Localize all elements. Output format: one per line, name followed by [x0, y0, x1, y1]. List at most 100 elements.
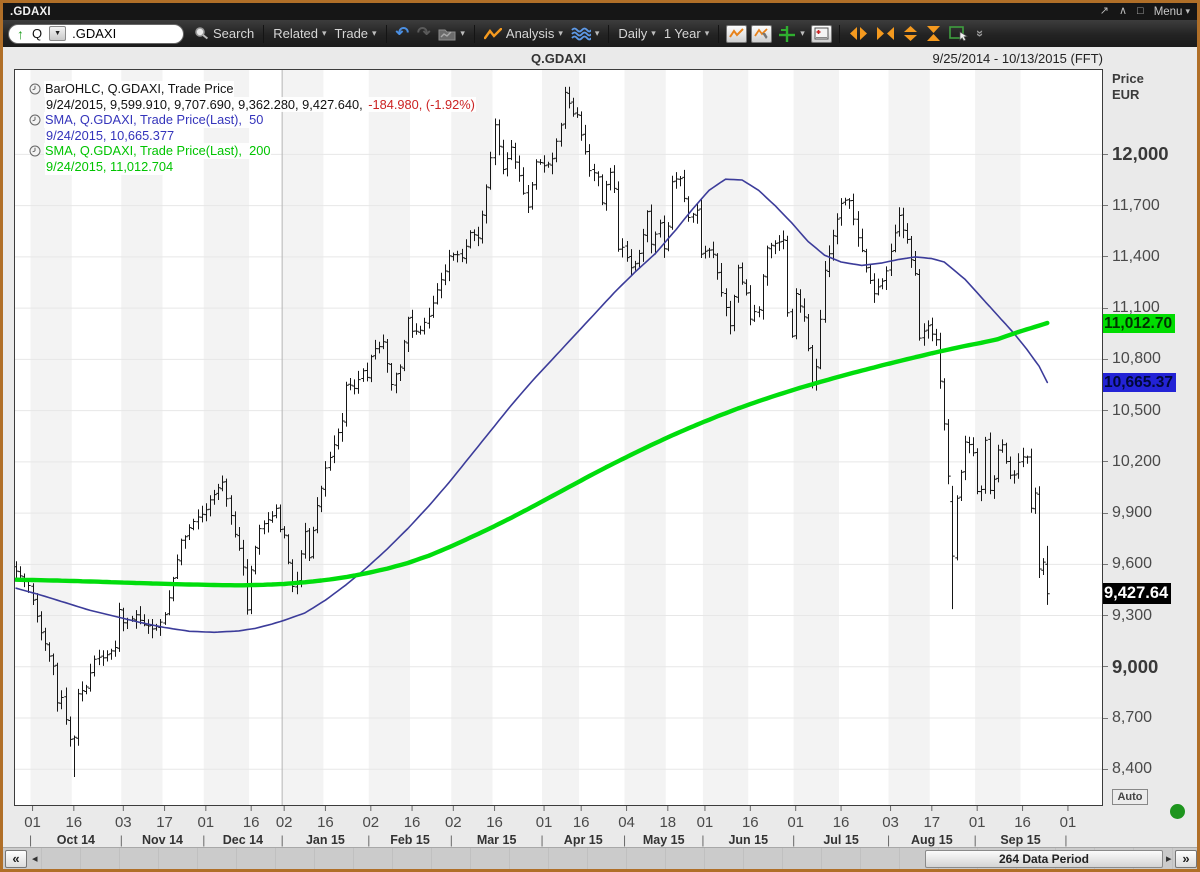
scroll-right-icon[interactable]: ▸ [1166, 853, 1172, 865]
saved-charts-button[interactable]: ▾ [434, 27, 469, 41]
toolbar-separator [385, 24, 387, 43]
y-axis-tick: 9,000 [1103, 656, 1158, 677]
chart-edit-button[interactable] [751, 24, 773, 43]
search-label: Search [213, 26, 255, 41]
dropdown-arrow-icon: ▾ [651, 28, 656, 38]
x-axis-day-label: 02 [362, 814, 379, 831]
chart-legend: BarOHLC, Q.GDAXI, Trade Price 9/24/2015,… [29, 81, 476, 175]
y-axis-tick: 9,900 [1103, 503, 1152, 523]
y-axis-tick: 11,100 [1103, 298, 1160, 318]
compress-horizontal-button[interactable] [872, 26, 899, 41]
overlays-menu[interactable]: ▾ [567, 27, 604, 41]
menu-button[interactable]: Menu ▾ [1154, 6, 1190, 18]
trade-label: Trade [334, 26, 369, 41]
trade-menu[interactable]: Trade ▾ [331, 26, 381, 41]
compress-horizontal-icon [876, 27, 894, 40]
svg-text:|: | [792, 833, 795, 847]
more-tools-chevron[interactable]: » [972, 29, 988, 38]
chart-symbol-title: Q.GDAXI [531, 51, 586, 66]
quote-type-dropdown[interactable]: ▼ [49, 26, 67, 41]
scroll-left-icon[interactable]: ◂ [32, 853, 38, 865]
expand-horizontal-icon [849, 27, 867, 40]
scroll-far-right-button[interactable]: » [1175, 850, 1197, 868]
x-axis-month-label: Jun 15 [728, 833, 768, 847]
x-axis-day-label: 03 [115, 814, 132, 831]
svg-text:|: | [367, 833, 370, 847]
chart-date-range: 9/25/2014 - 10/13/2015 (FFT) [932, 51, 1103, 66]
auto-scale-button[interactable]: Auto [1112, 789, 1148, 805]
price-plot[interactable]: 01 16 | Oct 14 03 17 | Nov 14 01 16 | Dec 14 02 16 | Ja… [3, 47, 1197, 847]
x-axis-month-label: Oct 14 [57, 833, 95, 847]
range-label: 1 Year [663, 26, 701, 41]
folder-chart-icon [438, 29, 456, 40]
menu-label: Menu [1153, 5, 1183, 18]
maximize-icon[interactable]: □ [1137, 5, 1144, 17]
x-axis-day-label: 16 [317, 814, 334, 831]
window-title: .GDAXI [10, 5, 51, 18]
sma50-badge: 10,665.37 [1103, 373, 1176, 393]
titlebar-controls: ↗ ∧ □ Menu ▾ [1100, 6, 1190, 18]
expand-horizontal-button[interactable] [845, 26, 872, 41]
x-axis-month-label: Jan 15 [306, 833, 345, 847]
x-axis-day-label: 17 [923, 814, 940, 831]
x-axis-day-label: 01 [787, 814, 804, 831]
x-axis-day-label: 16 [243, 814, 260, 831]
x-axis-day-label: 16 [404, 814, 421, 831]
x-axis-day-label: 01 [1060, 814, 1077, 831]
y-axis-tick: 9,300 [1103, 606, 1152, 626]
symbol-entry-box[interactable]: ↑ Q ▼ [8, 23, 184, 44]
collapse-icon[interactable]: ∧ [1118, 5, 1128, 17]
related-menu[interactable]: Related ▾ [269, 26, 330, 41]
toolbar-separator [473, 24, 475, 43]
toolbar-separator [263, 24, 265, 43]
redo-button[interactable]: ↷ [416, 24, 431, 42]
hourglass-icon [926, 26, 940, 41]
sma200-badge: 11,012.70 [1103, 314, 1176, 334]
y-axis-tick: 10,800 [1103, 349, 1161, 369]
time-scrollbar[interactable]: « ◂ 264 Data Period ▸ » [3, 847, 1197, 869]
window-titlebar[interactable]: .GDAXI ↗ ∧ □ Menu ▾ [3, 3, 1197, 20]
selection-rectangle-icon [948, 25, 968, 41]
add-subchart-button[interactable] [810, 24, 832, 43]
y-axis-tick: 12,000 [1103, 143, 1169, 164]
compress-vertical-button[interactable] [922, 25, 945, 42]
toolbar-separator [718, 24, 720, 43]
search-button[interactable]: Search [190, 26, 258, 41]
analysis-menu[interactable]: Analysis ▾ [480, 26, 567, 41]
svg-text:|: | [281, 833, 284, 847]
svg-text:|: | [974, 833, 977, 847]
chart-style-button[interactable] [726, 24, 748, 43]
legend-bar-series[interactable]: BarOHLC, Q.GDAXI, Trade Price [29, 81, 476, 97]
related-label: Related [273, 26, 319, 41]
price-axis[interactable]: Price EUR 8,400 8,700 9,000 9,300 9,600 9,900… [1103, 69, 1197, 831]
dropdown-arrow-icon: ▾ [594, 28, 600, 38]
undo-button[interactable]: ↶ [395, 24, 409, 42]
expand-vertical-button[interactable] [899, 25, 922, 42]
legend-sma50-values: 9/24/2015, 10,665.377 [45, 127, 176, 144]
toolbar-separator [608, 24, 610, 43]
legend-sma50-series[interactable]: SMA, Q.GDAXI, Trade Price(Last), 50 [29, 112, 476, 128]
x-axis-day-label: 03 [882, 814, 899, 831]
range-dropdown[interactable]: 1 Year ▾ [660, 26, 713, 41]
legend-bar-values: 9/24/2015, 9,599.910, 9,707.690, 9,362.2… [45, 96, 476, 113]
svg-text:|: | [1064, 833, 1067, 847]
legend-sma200-series[interactable]: SMA, Q.GDAXI, Trade Price(Last), 200 [29, 143, 476, 159]
x-axis-day-label: 17 [156, 814, 173, 831]
axis-price-label: Price [1112, 71, 1144, 86]
period-dropdown[interactable]: Daily ▾ [614, 26, 659, 41]
analysis-zigzag-icon [483, 27, 502, 39]
y-axis-tick: 11,400 [1103, 247, 1160, 267]
x-axis-month-label: Dec 14 [223, 833, 263, 847]
symbol-input[interactable] [66, 26, 179, 41]
svg-text:|: | [450, 833, 453, 847]
status-dot [1170, 804, 1185, 819]
popout-icon[interactable]: ↗ [1099, 5, 1109, 17]
scroll-far-left-button[interactable]: « [5, 850, 27, 868]
crosshair-tool[interactable]: ▾ [774, 25, 809, 43]
scrollbar-thumb[interactable]: 264 Data Period [925, 850, 1163, 868]
zoom-select-button[interactable] [945, 25, 973, 42]
clock-icon [29, 145, 41, 157]
x-axis-month-label: Nov 14 [142, 833, 183, 847]
y-axis-tick: 8,400 [1103, 759, 1152, 779]
x-axis-day-label: 16 [65, 814, 82, 831]
